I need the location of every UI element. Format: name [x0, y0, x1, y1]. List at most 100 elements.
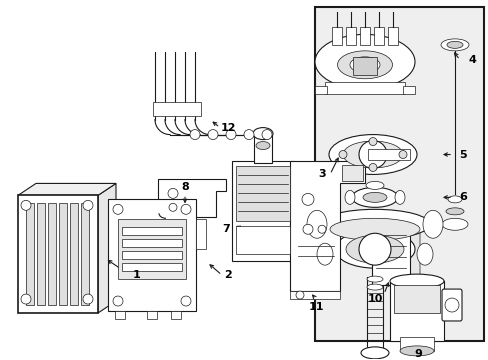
- Circle shape: [444, 298, 458, 312]
- Text: 8: 8: [181, 183, 188, 192]
- Bar: [393, 285, 439, 313]
- Circle shape: [358, 140, 386, 168]
- Bar: [371, 227, 409, 285]
- Ellipse shape: [328, 135, 416, 175]
- Ellipse shape: [342, 141, 402, 168]
- Bar: [331, 27, 341, 45]
- Circle shape: [262, 130, 271, 140]
- Bar: [196, 219, 205, 249]
- Bar: [367, 149, 409, 161]
- Text: 11: 11: [307, 302, 323, 312]
- Circle shape: [168, 188, 178, 198]
- Bar: [236, 226, 289, 254]
- Ellipse shape: [389, 274, 443, 288]
- Bar: [115, 311, 125, 319]
- Bar: [70, 203, 78, 305]
- Ellipse shape: [345, 190, 354, 204]
- Bar: [108, 199, 196, 311]
- Text: 6: 6: [458, 192, 466, 202]
- Circle shape: [338, 150, 346, 158]
- Bar: [18, 195, 98, 313]
- Ellipse shape: [441, 218, 467, 230]
- Ellipse shape: [440, 39, 468, 51]
- Circle shape: [181, 296, 191, 306]
- Ellipse shape: [351, 188, 397, 207]
- Circle shape: [244, 130, 253, 140]
- Ellipse shape: [365, 181, 383, 189]
- Circle shape: [302, 193, 313, 205]
- Text: 12: 12: [220, 123, 235, 132]
- Bar: [352, 57, 376, 75]
- Ellipse shape: [349, 57, 379, 73]
- Circle shape: [225, 130, 236, 140]
- Ellipse shape: [399, 346, 433, 356]
- Circle shape: [190, 130, 200, 140]
- Bar: [387, 27, 397, 45]
- Text: 1: 1: [133, 270, 141, 280]
- Ellipse shape: [252, 127, 272, 140]
- Bar: [359, 27, 369, 45]
- Bar: [59, 203, 67, 305]
- Polygon shape: [409, 221, 419, 285]
- Circle shape: [358, 233, 390, 265]
- Ellipse shape: [360, 347, 388, 359]
- Ellipse shape: [319, 209, 429, 239]
- Ellipse shape: [446, 41, 462, 48]
- Ellipse shape: [346, 235, 403, 263]
- Circle shape: [169, 203, 177, 211]
- Bar: [236, 166, 289, 221]
- Circle shape: [295, 291, 304, 299]
- Bar: [314, 86, 326, 94]
- Circle shape: [368, 138, 376, 145]
- Polygon shape: [289, 162, 364, 291]
- Ellipse shape: [314, 35, 414, 89]
- Ellipse shape: [366, 284, 382, 290]
- Polygon shape: [98, 183, 116, 313]
- Bar: [373, 27, 383, 45]
- Text: 2: 2: [224, 270, 231, 280]
- Bar: [122, 251, 182, 259]
- Ellipse shape: [306, 210, 326, 238]
- Circle shape: [21, 201, 31, 210]
- Ellipse shape: [334, 230, 414, 268]
- Circle shape: [317, 225, 325, 233]
- Circle shape: [368, 163, 376, 171]
- Ellipse shape: [394, 190, 404, 204]
- Ellipse shape: [316, 243, 332, 265]
- Bar: [158, 215, 165, 219]
- Text: 4: 4: [467, 55, 475, 65]
- Ellipse shape: [447, 196, 461, 203]
- Bar: [341, 166, 362, 181]
- Circle shape: [207, 130, 218, 140]
- Ellipse shape: [256, 141, 269, 149]
- Bar: [399, 337, 433, 351]
- Ellipse shape: [329, 218, 419, 240]
- Bar: [171, 311, 181, 319]
- Circle shape: [83, 294, 93, 304]
- Text: 5: 5: [458, 149, 466, 159]
- Ellipse shape: [416, 243, 432, 265]
- Bar: [153, 102, 201, 116]
- FancyBboxPatch shape: [441, 289, 461, 321]
- Bar: [346, 27, 355, 45]
- Bar: [122, 227, 182, 235]
- Bar: [118, 219, 185, 279]
- Circle shape: [83, 201, 93, 210]
- Bar: [402, 86, 414, 94]
- Circle shape: [398, 150, 406, 158]
- Circle shape: [113, 296, 123, 306]
- Bar: [315, 7, 483, 341]
- Bar: [37, 203, 45, 305]
- Bar: [325, 82, 404, 94]
- Bar: [122, 263, 182, 271]
- Ellipse shape: [422, 210, 442, 238]
- Bar: [231, 162, 293, 261]
- Bar: [122, 239, 182, 247]
- Bar: [81, 203, 89, 305]
- Circle shape: [113, 204, 123, 214]
- Polygon shape: [18, 183, 116, 195]
- Polygon shape: [158, 179, 225, 217]
- Ellipse shape: [362, 192, 386, 202]
- Bar: [253, 134, 271, 163]
- Text: 3: 3: [318, 170, 325, 179]
